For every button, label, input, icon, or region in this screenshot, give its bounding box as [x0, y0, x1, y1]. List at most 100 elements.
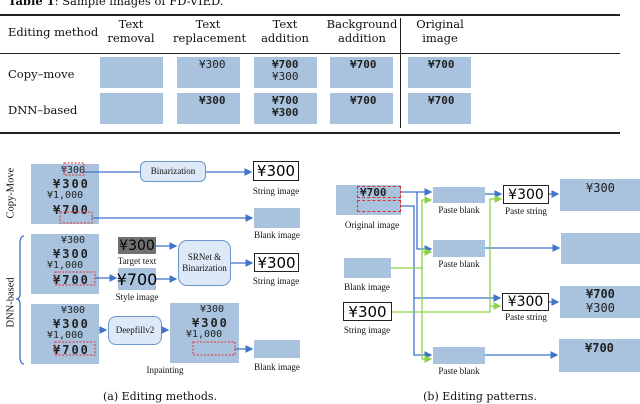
sample-image: ¥700 ¥300 [254, 93, 317, 124]
header-text-removal: Text removal [107, 17, 155, 45]
target-text-image: ¥300 [118, 237, 156, 254]
paste-blank-step [433, 187, 485, 203]
string-image-label: String image [343, 325, 391, 335]
brace [15, 235, 25, 365]
sample-image: ¥700 [330, 57, 393, 88]
receipt-line: ¥300 [61, 235, 86, 246]
sample-image [100, 93, 163, 124]
text-region [357, 186, 401, 198]
red-box [192, 341, 236, 356]
result-image: ¥700 ¥300 [560, 286, 640, 318]
receipt-image: ¥300 ¥300 ¥1,000 ¥700 [31, 304, 99, 364]
receipt-line: ¥300 [192, 316, 229, 330]
receipt-image: ¥300 ¥300 ¥1,000 ¥700 [31, 164, 99, 224]
red-box [54, 341, 96, 356]
result-image [561, 233, 640, 264]
paste-string-label: Paste string [505, 312, 547, 322]
blank-image-label: Blank image [254, 362, 300, 372]
sample-image: ¥700 [408, 93, 471, 124]
row-method: Copy–move [8, 67, 75, 81]
inpainting-label: Inpainting [146, 365, 184, 375]
blank-image [344, 258, 391, 278]
string-image-label: String image [252, 276, 300, 286]
receipt-line: ¥300 [53, 177, 90, 191]
sample-image: ¥300 [177, 93, 240, 124]
sample-image [100, 57, 163, 88]
header-text-replacement: Text replacement [173, 17, 247, 45]
receipt-image: ¥300 ¥300 ¥1,000 [170, 303, 239, 363]
sample-text: ¥300 [272, 106, 299, 119]
result-image: ¥700 [559, 339, 640, 372]
sample-text: ¥700 [350, 58, 377, 71]
red-box [59, 211, 93, 224]
string-image: ¥300 [254, 253, 299, 272]
paste-string-step: ¥300 [502, 293, 549, 311]
blank-image-label: Blank image [254, 230, 300, 240]
receipt-image: ¥300 ¥300 ¥1,000 ¥700 [31, 234, 99, 294]
header-original-image: Original image [416, 17, 464, 45]
sample-text: ¥700 [428, 94, 455, 107]
sample-text: ¥300 [199, 58, 226, 71]
receipt-line: ¥1,000 [47, 260, 84, 271]
receipt-line: ¥300 [53, 247, 90, 261]
sample-text: ¥700 [272, 58, 299, 71]
red-box [54, 271, 96, 286]
receipt-line: ¥1,000 [186, 329, 223, 340]
paste-string-label: Paste string [505, 206, 547, 216]
table-bottom-rule [0, 132, 620, 134]
paste-blank-label: Paste blank [438, 259, 480, 269]
receipt-line: ¥1,000 [47, 190, 84, 201]
header-text-addition: Text addition [261, 17, 309, 45]
result-image: ¥300 [560, 179, 640, 211]
receipt-line: ¥300 [200, 304, 225, 315]
blank-image [254, 208, 300, 228]
target-text-label: Target text [117, 256, 157, 266]
caption-a: (a) Editing methods. [102, 390, 218, 403]
paste-blank-step [433, 347, 485, 364]
blank-region [357, 200, 401, 212]
string-image-label: String image [252, 186, 300, 196]
sample-image: ¥700 [330, 93, 393, 124]
green-arrow [421, 268, 433, 363]
string-image: ¥300 [253, 161, 299, 181]
red-box [63, 162, 85, 176]
sample-text: ¥700 [272, 94, 299, 107]
string-image: ¥300 [343, 302, 392, 321]
green-arrow [391, 196, 433, 269]
paste-string-step: ¥300 [503, 185, 549, 204]
row-method: DNN–based [8, 103, 78, 117]
receipt-line: ¥1,000 [47, 330, 84, 341]
receipt-line: ¥700 [53, 273, 90, 287]
header-background-addition: Background addition [326, 17, 398, 45]
caption-b: (b) Editing patterns. [423, 390, 537, 403]
style-image-label: Style image [115, 292, 159, 302]
sample-image: ¥300 [177, 57, 240, 88]
paste-blank-label: Paste blank [438, 205, 480, 215]
receipt-line: ¥300 [61, 165, 86, 176]
binarization-box: Binarization [140, 161, 206, 182]
original-image-label: Original image [344, 220, 400, 230]
paste-blank-step [433, 240, 485, 257]
sample-text: ¥700 [428, 58, 455, 71]
receipt-line: ¥700 [53, 203, 90, 217]
deepfillv2-box: Deepfillv2 [108, 316, 162, 345]
arrow [401, 205, 433, 359]
receipt-line: ¥300 [61, 305, 86, 316]
table-caption: Table 1: Sample images of FD-VIED. [8, 0, 224, 8]
table-top-rule [0, 14, 620, 16]
header-editing-method: Editing method [8, 25, 99, 39]
sample-text: ¥300 [272, 70, 299, 83]
table-header-rule [0, 53, 620, 54]
sample-text: ¥300 [199, 94, 226, 107]
receipt-line: ¥700 [53, 343, 90, 357]
blank-image-label: Blank image [344, 282, 390, 292]
table-divider [400, 18, 401, 128]
srnet-binarization-box: SRNet & Binarization [178, 240, 231, 286]
paste-blank-label: Paste blank [438, 366, 480, 376]
green-arrow [392, 195, 503, 313]
blank-image [254, 340, 300, 358]
receipt-line: ¥300 [53, 317, 90, 331]
style-image: ¥700 [116, 268, 158, 290]
sample-image: ¥700 [408, 57, 471, 88]
